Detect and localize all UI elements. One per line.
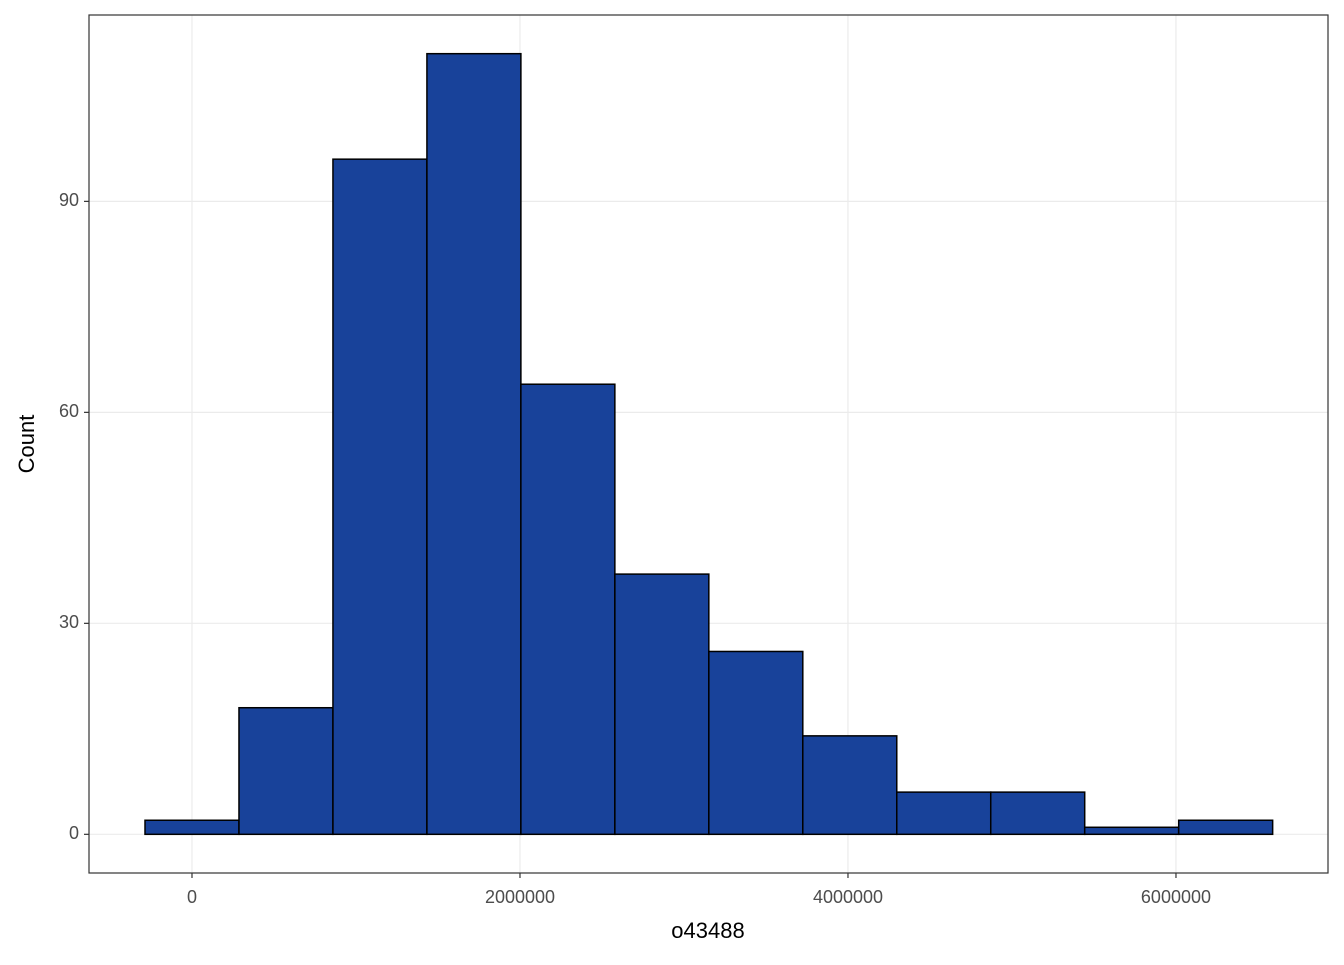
y-tick-label: 30 [59, 612, 79, 632]
y-tick-label: 60 [59, 401, 79, 421]
bar [520, 383, 616, 836]
y-tick-label: 90 [59, 190, 79, 210]
bar [614, 573, 710, 836]
x-tick-label: 6000000 [1141, 887, 1211, 907]
bar [1177, 819, 1274, 836]
bar [426, 52, 522, 836]
y-tick-label: 0 [69, 823, 79, 843]
bar [802, 735, 898, 836]
bar [238, 706, 334, 836]
bar [896, 791, 992, 836]
bar [1083, 826, 1180, 836]
bar [144, 819, 240, 836]
y-axis-title: Count [14, 415, 39, 474]
bar [708, 650, 804, 836]
x-tick-label: 2000000 [485, 887, 555, 907]
bar [332, 158, 428, 836]
x-tick-label: 0 [187, 887, 197, 907]
x-axis-title: o43488 [671, 918, 744, 943]
bar [989, 791, 1086, 836]
x-tick-label: 4000000 [813, 887, 883, 907]
panel-border [88, 14, 1329, 874]
